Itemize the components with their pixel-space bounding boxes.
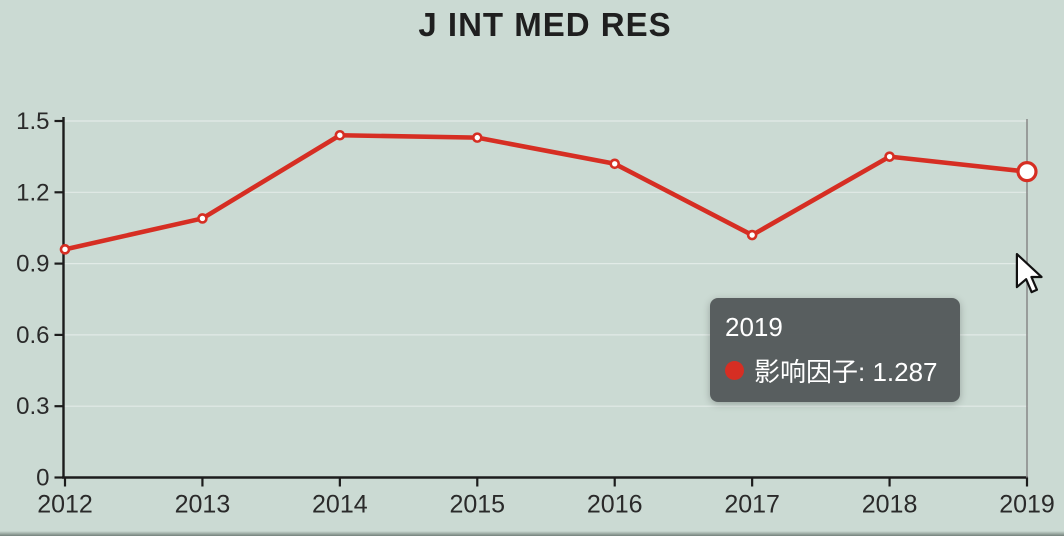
y-tick-label: 1.5: [16, 108, 49, 135]
series-marker-dot-icon: [725, 361, 744, 380]
y-tick-label: 0.9: [16, 251, 49, 278]
data-point[interactable]: [471, 132, 483, 143]
y-tick-label: 0.6: [16, 322, 49, 349]
x-tick-label: 2018: [862, 491, 918, 519]
y-tick-label: 0.3: [16, 393, 49, 420]
x-tick-label: 2016: [587, 491, 643, 519]
impact-factor-line: [62, 132, 1030, 252]
x-tick-label: 2017: [724, 491, 780, 519]
x-tick-label: 2014: [312, 491, 368, 519]
x-tick-label: 2019: [999, 491, 1055, 519]
data-point[interactable]: [334, 129, 346, 141]
tooltip-year: 2019: [725, 312, 783, 342]
data-point-highlighted[interactable]: [1016, 161, 1038, 183]
chart-tooltip: 2019 影响因子: 1.287: [710, 298, 960, 402]
data-point[interactable]: [884, 151, 895, 162]
tooltip-series-row: 影响因子: 1.287: [725, 352, 945, 389]
data-point[interactable]: [59, 244, 71, 255]
x-tick-label: 2012: [37, 491, 93, 519]
y-tick-label: 1.2: [16, 179, 49, 206]
data-point[interactable]: [197, 213, 208, 224]
x-tick-label: 2015: [449, 491, 505, 519]
chart-title: J INT MED RES: [418, 6, 672, 43]
bottom-edge: [0, 531, 1064, 536]
x-tick-label: 2013: [175, 491, 231, 519]
y-tick-label: 0: [36, 465, 49, 492]
tooltip-series-value: 影响因子: 1.287: [754, 357, 938, 387]
data-point[interactable]: [746, 229, 758, 241]
data-point[interactable]: [609, 158, 621, 170]
